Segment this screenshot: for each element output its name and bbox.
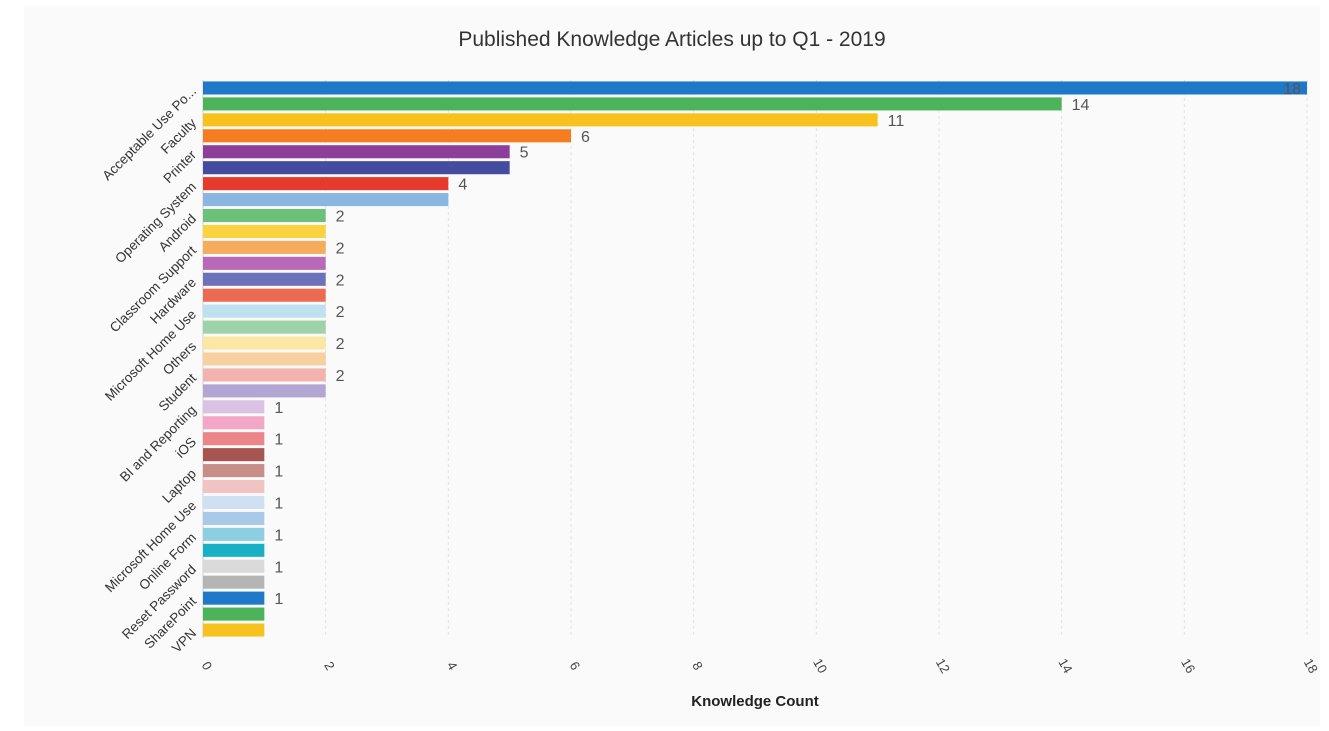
- x-tick-label: 6: [567, 659, 584, 673]
- value-label: 2: [336, 272, 345, 289]
- x-tick-label: 16: [1178, 656, 1198, 676]
- x-tick-label: 18: [1301, 656, 1320, 676]
- x-tick-label: 14: [1055, 656, 1075, 676]
- bar[interactable]: [203, 591, 265, 605]
- category-label: iOS: [173, 434, 200, 461]
- bar[interactable]: [203, 352, 326, 366]
- x-tick-label: 4: [444, 659, 461, 673]
- category-label: Laptop: [159, 466, 199, 506]
- bar[interactable]: [203, 320, 326, 334]
- bar[interactable]: [203, 495, 265, 510]
- value-label: 6: [581, 129, 590, 146]
- value-label: 2: [336, 240, 345, 257]
- value-label: 18: [1283, 81, 1301, 98]
- bar[interactable]: [203, 416, 265, 430]
- bar[interactable]: [203, 97, 1062, 111]
- bar[interactable]: [203, 448, 265, 462]
- bar[interactable]: [203, 193, 449, 207]
- value-label: 2: [336, 368, 345, 385]
- bar[interactable]: [203, 400, 265, 414]
- x-tick-label: 10: [810, 656, 830, 676]
- category-label: VPN: [169, 626, 199, 656]
- chart-panel: Published Knowledge Articles up to Q1 - …: [24, 6, 1320, 726]
- bar[interactable]: [203, 368, 326, 382]
- bar[interactable]: [203, 543, 265, 557]
- bar[interactable]: [203, 288, 326, 302]
- value-label: 1: [274, 432, 283, 449]
- chart-title: Published Knowledge Articles up to Q1 - …: [458, 28, 885, 51]
- bar[interactable]: [203, 304, 326, 318]
- value-label: 1: [274, 559, 283, 576]
- bar[interactable]: [203, 575, 265, 589]
- bar[interactable]: [203, 336, 326, 350]
- bar[interactable]: [203, 81, 1307, 95]
- value-label: 2: [336, 304, 345, 321]
- bar[interactable]: [203, 113, 878, 127]
- bar[interactable]: [203, 256, 326, 270]
- bar[interactable]: [203, 224, 326, 238]
- value-label: 5: [520, 145, 529, 162]
- value-label: 1: [274, 527, 283, 544]
- bar[interactable]: [203, 145, 510, 159]
- x-tick-label: 0: [199, 659, 216, 673]
- x-tick-label: 2: [321, 659, 338, 673]
- value-label: 1: [274, 591, 283, 608]
- bar[interactable]: [203, 240, 326, 254]
- value-label: 1: [274, 464, 283, 481]
- bar[interactable]: [203, 607, 265, 621]
- value-label: 2: [336, 209, 345, 226]
- bar[interactable]: [203, 464, 265, 478]
- bar-chart: Published Knowledge Articles up to Q1 - …: [99, 28, 1320, 710]
- x-axis-ticks: 0 2 4 6 8 10 12 14 16 18: [199, 656, 1320, 676]
- bar[interactable]: [203, 559, 265, 573]
- bar[interactable]: [203, 480, 265, 494]
- bar[interactable]: [203, 129, 571, 143]
- bar[interactable]: [203, 432, 265, 446]
- bar[interactable]: [203, 527, 265, 541]
- bar[interactable]: [203, 384, 326, 398]
- value-label: 4: [458, 177, 467, 194]
- value-label: 1: [274, 400, 283, 417]
- value-label: 11: [888, 113, 905, 130]
- x-axis-label: Knowledge Count: [691, 693, 819, 710]
- x-tick-label: 8: [689, 659, 706, 673]
- bars: [203, 81, 1307, 637]
- bar[interactable]: [203, 623, 265, 637]
- bar[interactable]: [203, 208, 326, 223]
- value-label: 14: [1072, 97, 1090, 114]
- value-label: 1: [274, 495, 283, 512]
- bar[interactable]: [203, 177, 449, 191]
- category-labels: Acceptable Use Po...FacultyPrinterOperat…: [99, 83, 199, 655]
- bar[interactable]: [203, 272, 326, 286]
- x-tick-label: 12: [933, 656, 953, 676]
- bar[interactable]: [203, 161, 510, 175]
- value-label: 2: [336, 336, 345, 353]
- bar[interactable]: [203, 511, 265, 525]
